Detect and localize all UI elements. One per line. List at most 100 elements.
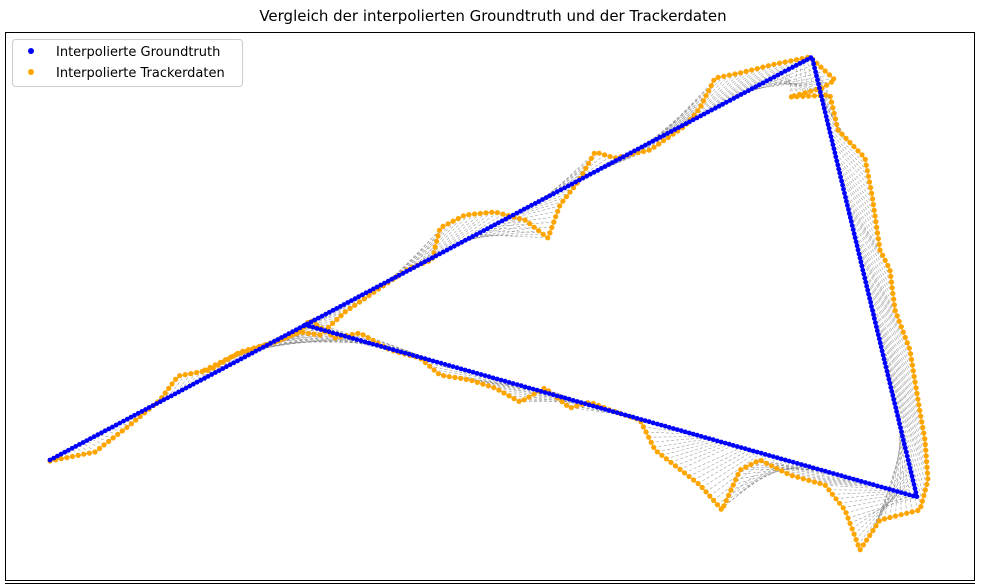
- groundtruth-point: [434, 359, 440, 365]
- groundtruth-point: [55, 453, 60, 459]
- groundtruth-point: [847, 215, 853, 220]
- tracker-point: [793, 57, 800, 63]
- tracker-point: [896, 318, 902, 324]
- groundtruth-point: [650, 138, 656, 144]
- groundtruth-point: [626, 413, 632, 419]
- connector-line: [663, 77, 719, 136]
- tracker-point: [531, 391, 537, 397]
- connector-line: [875, 443, 905, 526]
- groundtruth-point: [682, 429, 688, 435]
- groundtruth-point: [871, 482, 876, 488]
- tracker-point: [832, 116, 839, 122]
- groundtruth-point: [646, 419, 652, 425]
- groundtruth-point: [701, 111, 707, 117]
- tracker-point: [491, 385, 497, 391]
- groundtruth-point: [554, 189, 560, 195]
- tracker-point: [847, 520, 853, 527]
- groundtruth-point: [422, 259, 428, 265]
- groundtruth-point: [859, 263, 865, 269]
- groundtruth-point: [91, 434, 97, 440]
- tracker-point: [699, 484, 705, 491]
- tracker-point: [882, 257, 888, 263]
- groundtruth-point: [803, 463, 808, 468]
- tracker-point: [496, 387, 502, 393]
- tracker-point: [726, 72, 733, 78]
- groundtruth-point: [758, 450, 764, 456]
- groundtruth-point: [406, 351, 412, 357]
- groundtruth-point: [590, 403, 596, 409]
- groundtruth-point: [143, 407, 149, 412]
- groundtruth-point: [187, 383, 193, 389]
- tracker-point: [728, 487, 734, 493]
- groundtruth-point: [128, 414, 134, 420]
- groundtruth-point: [451, 243, 457, 249]
- groundtruth-point: [356, 294, 362, 300]
- groundtruth-point: [876, 336, 882, 342]
- groundtruth-point: [521, 206, 527, 212]
- groundtruth-point: [827, 130, 833, 136]
- tracker-point: [811, 93, 818, 99]
- groundtruth-point: [168, 393, 174, 399]
- tracker-point: [446, 374, 452, 380]
- tracker-point: [527, 221, 533, 227]
- tracker-point: [788, 58, 794, 64]
- tracker-point: [806, 477, 812, 483]
- tracker-point: [342, 309, 348, 315]
- groundtruth-point: [727, 98, 733, 103]
- connector-line: [395, 226, 444, 278]
- tracker-point: [188, 371, 194, 377]
- groundtruth-point: [895, 489, 900, 494]
- tracker-point: [365, 335, 371, 341]
- tracker-point: [830, 105, 836, 111]
- connector-line: [493, 387, 558, 397]
- tracker-point: [822, 482, 828, 488]
- tracker-point: [173, 376, 179, 382]
- groundtruth-point: [315, 315, 321, 321]
- groundtruth-point: [878, 344, 884, 350]
- groundtruth-point: [750, 448, 756, 454]
- groundtruth-point: [99, 430, 104, 436]
- groundtruth-point: [510, 381, 516, 386]
- groundtruth-point: [95, 432, 101, 438]
- groundtruth-point: [816, 81, 821, 87]
- connector-line: [853, 233, 894, 294]
- tracker-point: [829, 99, 835, 105]
- tracker-point: [460, 213, 466, 219]
- connector-line: [814, 481, 878, 487]
- tracker-point: [774, 465, 780, 471]
- groundtruth-point: [900, 433, 905, 439]
- groundtruth-point: [698, 434, 704, 439]
- tracker-point: [352, 302, 358, 308]
- tracker-point: [800, 476, 806, 482]
- connector-line: [670, 74, 730, 132]
- tracker-point: [862, 156, 868, 162]
- groundtruth-point: [591, 169, 597, 175]
- groundtruth-point: [686, 430, 692, 436]
- tracker-point: [824, 82, 830, 88]
- groundtruth-point: [47, 457, 53, 463]
- groundtruth-point: [714, 438, 720, 444]
- groundtruth-point: [69, 445, 75, 451]
- connector-line: [835, 156, 873, 200]
- connector-line: [795, 65, 798, 97]
- connector-line: [679, 445, 734, 470]
- connector-line: [748, 74, 830, 91]
- connector-line: [829, 132, 868, 171]
- legend-label-tracker: Interpolierte Trackerdaten: [56, 66, 225, 81]
- tracker-point: [795, 474, 801, 480]
- groundtruth-point: [883, 364, 889, 370]
- groundtruth-point: [886, 376, 892, 382]
- groundtruth-point: [502, 378, 508, 384]
- connector-line: [845, 197, 881, 251]
- groundtruth-point: [360, 292, 365, 298]
- tracker-point: [837, 500, 843, 506]
- groundtruth-point: [889, 389, 895, 394]
- groundtruth-point: [183, 385, 189, 391]
- tracker-point: [659, 452, 665, 458]
- groundtruth-point: [319, 313, 325, 319]
- connector-line: [488, 385, 554, 396]
- connector-line: [864, 278, 910, 349]
- groundtruth-point: [525, 204, 531, 210]
- groundtruth-point: [157, 399, 163, 405]
- groundtruth-point: [179, 387, 185, 393]
